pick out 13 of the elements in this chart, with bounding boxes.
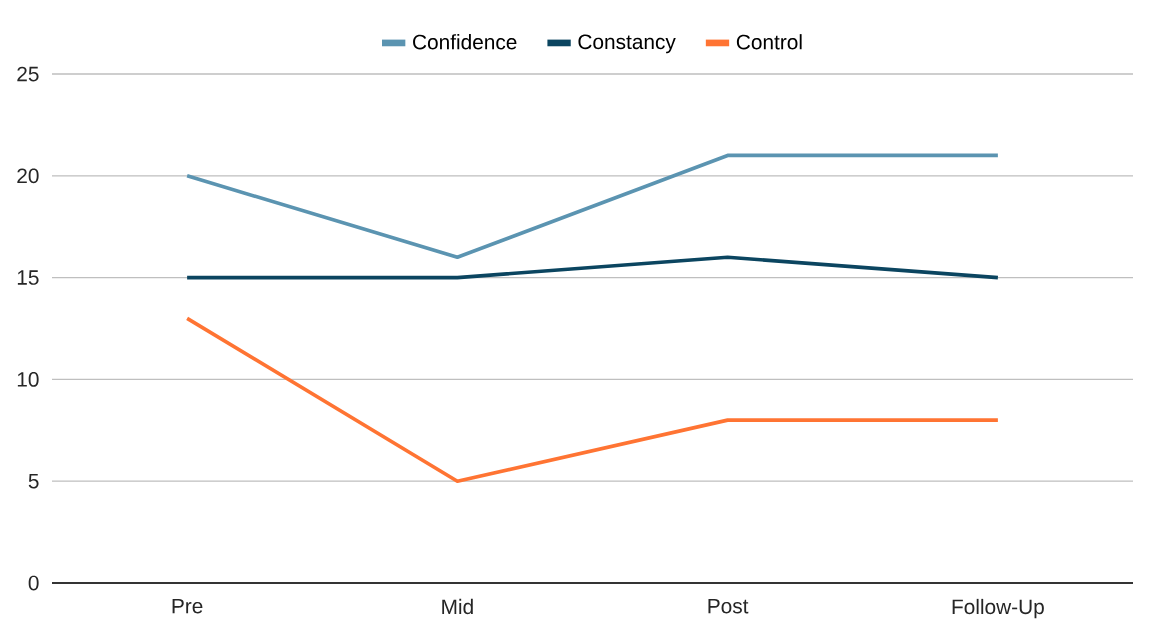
legend-label: Control — [736, 34, 802, 50]
y-tick-label: 0 — [28, 575, 39, 591]
y-tick-label: 25 — [17, 66, 39, 82]
legend-label: Confidence — [413, 34, 517, 50]
x-tick-label: Mid — [442, 598, 473, 615]
y-tick-label: 15 — [17, 270, 39, 285]
y-tick-label: 5 — [28, 474, 39, 489]
x-tick-label: Pre — [172, 598, 203, 614]
x-tick-label: Post — [708, 598, 749, 614]
x-tick-label: Follow-Up — [952, 598, 1044, 619]
legend-label: Constancy — [578, 34, 676, 54]
y-tick-label: 20 — [17, 168, 39, 184]
y-tick-label: 10 — [17, 372, 39, 387]
